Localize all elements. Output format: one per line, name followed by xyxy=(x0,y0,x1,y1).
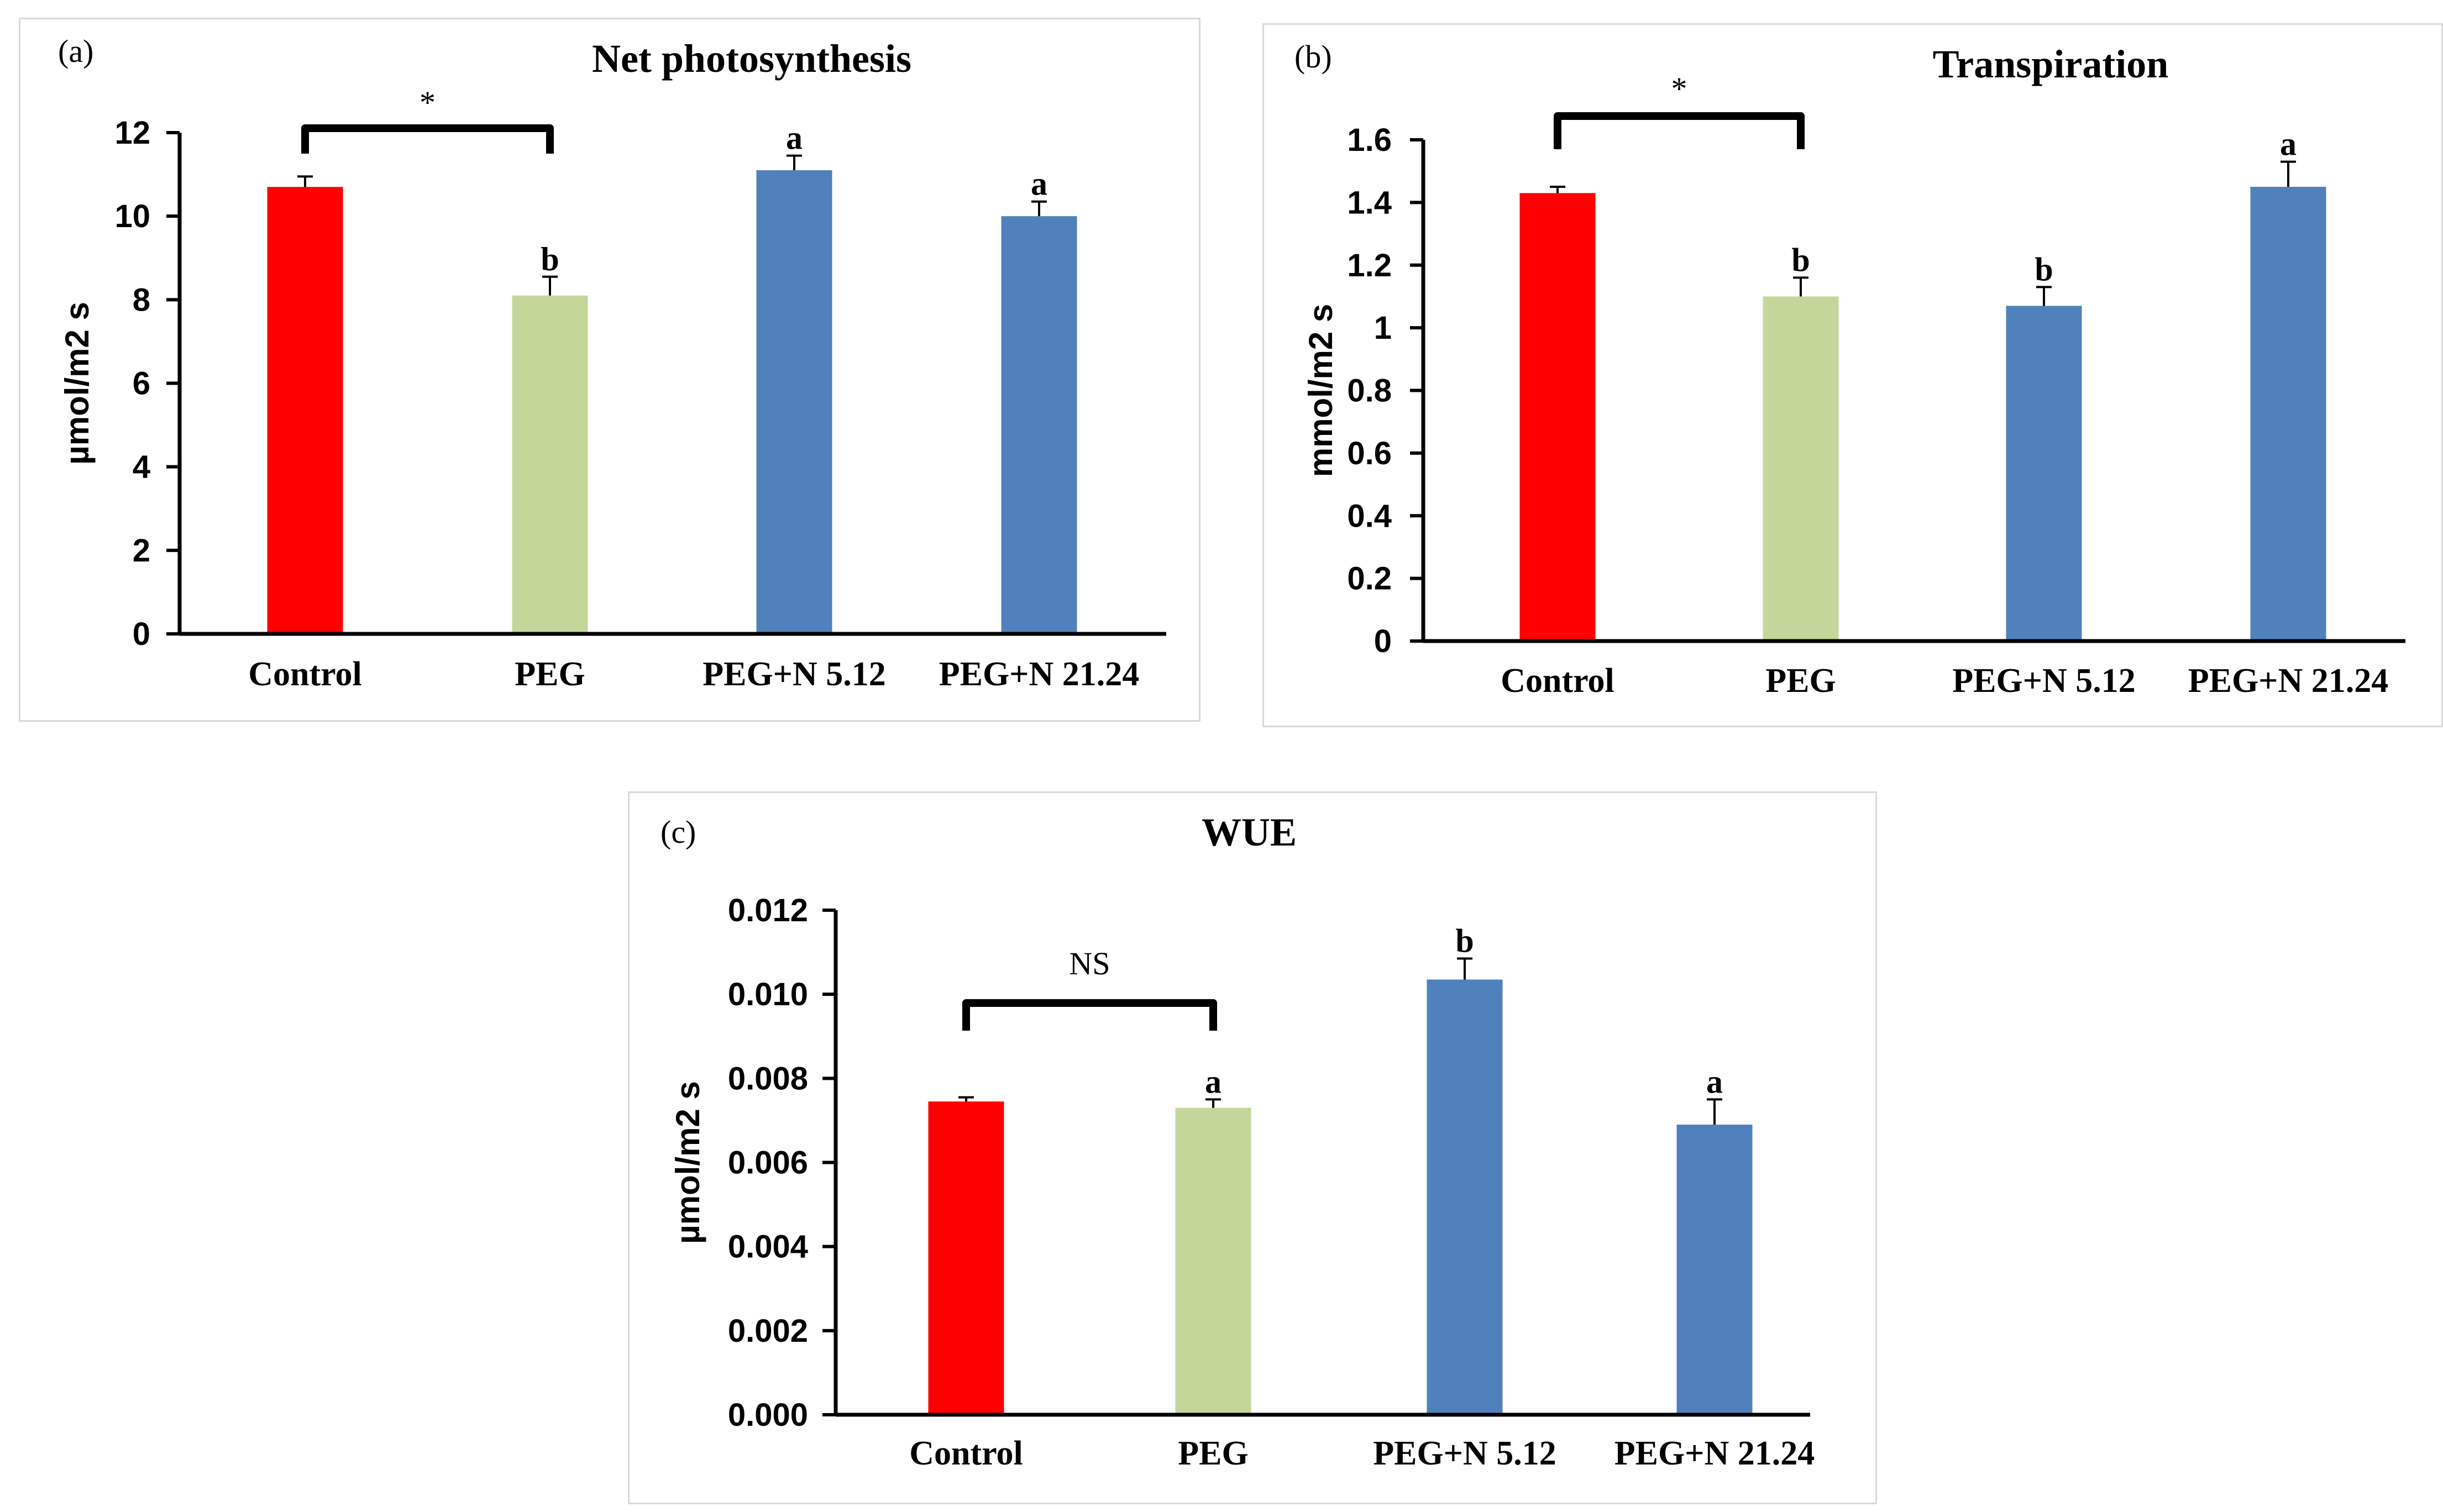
y-tick-label: 0.008 xyxy=(728,1060,808,1096)
x-tick-label: PEG+N 5.12 xyxy=(703,655,886,693)
panel-label: (b) xyxy=(1294,39,1332,75)
y-tick-label: 0.002 xyxy=(728,1313,808,1349)
bar xyxy=(1763,296,1839,641)
chart-2: (b) Transpiration mmol/m2 s Control b PEG b PEG… xyxy=(1294,39,2405,700)
y-tick-label: 0.4 xyxy=(1347,498,1392,534)
panel-label: (a) xyxy=(58,33,93,69)
y-tick-label: 0 xyxy=(1374,623,1392,659)
bar xyxy=(756,170,832,634)
bar xyxy=(267,187,343,634)
significance-letter: a xyxy=(1706,1063,1723,1100)
bar xyxy=(2250,187,2326,641)
x-tick-label: PEG+N 5.12 xyxy=(1952,662,2136,700)
y-tick-label: 6 xyxy=(133,366,150,402)
significance-letter: b xyxy=(541,241,559,277)
significance-bracket xyxy=(962,999,1217,1031)
y-tick-label: 0.006 xyxy=(728,1145,808,1181)
x-tick-label: Control xyxy=(909,1435,1023,1472)
chart-1: (a) Net photosynthesis µmol/m2 s Control b PE… xyxy=(58,33,1166,693)
chart-3: (c) WUE µmol/m2 s Control a PEG b PEG+N 5.12 a PE… xyxy=(660,810,1815,1472)
x-tick-label: PEG xyxy=(1178,1435,1248,1472)
y-tick-label: 4 xyxy=(133,449,150,485)
x-tick-label: PEG+N 21.24 xyxy=(2188,662,2389,700)
y-tick-label: 8 xyxy=(133,282,150,318)
significance-letter: b xyxy=(1455,922,1474,959)
significance-letter: b xyxy=(1791,242,1810,278)
y-tick-label: 0.000 xyxy=(728,1397,808,1433)
y-tick-label: 0.004 xyxy=(728,1229,808,1265)
significance-letter: a xyxy=(1205,1063,1222,1100)
y-tick-label: 2 xyxy=(133,533,150,569)
significance-letter: a xyxy=(786,120,803,156)
bar xyxy=(1676,1125,1753,1415)
x-tick-label: PEG+N 5.12 xyxy=(1373,1435,1556,1472)
bar xyxy=(2006,306,2082,641)
y-tick-label: 0.6 xyxy=(1347,435,1392,471)
x-tick-label: Control xyxy=(1501,662,1614,700)
x-tick-label: Control xyxy=(248,655,362,693)
bracket-label: * xyxy=(1671,71,1687,107)
y-tick-label: 10 xyxy=(114,198,150,234)
y-axis-label: mmol/m2 s xyxy=(1302,304,1339,477)
bar xyxy=(1519,193,1596,641)
bar xyxy=(1175,1107,1251,1415)
chart-title: Net photosynthesis xyxy=(592,36,911,81)
significance-letter: b xyxy=(2035,251,2053,287)
y-axis-label: µmol/m2 s xyxy=(59,302,96,465)
x-tick-label: PEG xyxy=(515,655,585,693)
y-tick-label: 0.012 xyxy=(728,893,808,928)
x-tick-label: PEG+N 21.24 xyxy=(1614,1435,1815,1472)
bar xyxy=(512,295,588,634)
y-tick-label: 12 xyxy=(114,115,150,151)
chart-title: WUE xyxy=(1202,810,1297,854)
y-tick-label: 0.010 xyxy=(728,977,808,1012)
significance-bracket xyxy=(1554,112,1805,149)
y-tick-label: 0.2 xyxy=(1347,561,1392,597)
y-tick-label: 1 xyxy=(1374,310,1392,346)
y-tick-label: 0.8 xyxy=(1347,373,1392,409)
panel-b xyxy=(1262,23,2443,727)
x-tick-label: PEG+N 21.24 xyxy=(939,655,1140,693)
bracket-label: NS xyxy=(1069,946,1110,981)
bracket-label: * xyxy=(420,85,436,120)
significance-letter: a xyxy=(1031,166,1047,202)
chart-title: Transpiration xyxy=(1933,42,2169,86)
bar xyxy=(1427,979,1503,1415)
y-tick-label: 1.4 xyxy=(1347,185,1392,221)
bar xyxy=(1001,216,1077,634)
significance-letter: a xyxy=(2280,126,2297,162)
y-axis-label: µmol/m2 s xyxy=(669,1081,706,1244)
y-tick-label: 0 xyxy=(133,616,150,652)
x-tick-label: PEG xyxy=(1765,662,1836,700)
panel-label: (c) xyxy=(660,814,696,850)
significance-bracket xyxy=(301,124,554,154)
y-tick-label: 1.2 xyxy=(1347,248,1392,284)
bar xyxy=(928,1101,1004,1415)
y-tick-label: 1.6 xyxy=(1347,122,1392,158)
